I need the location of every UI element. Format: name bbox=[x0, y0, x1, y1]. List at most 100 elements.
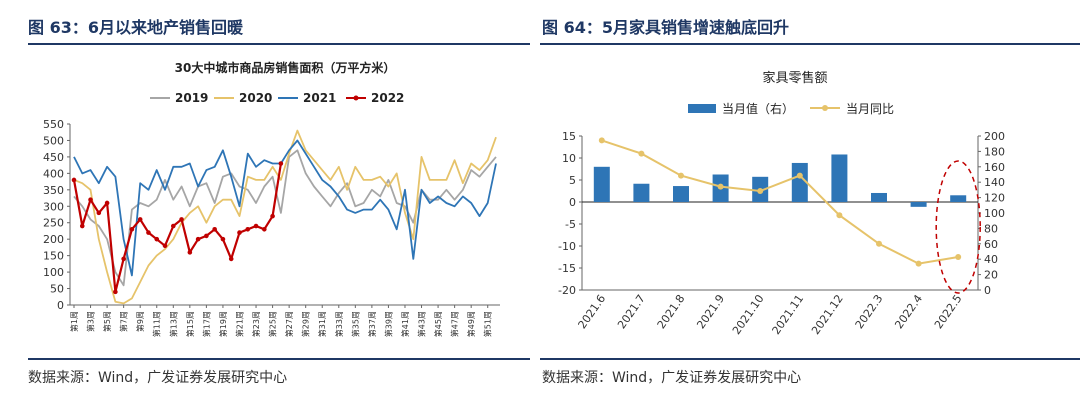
source-rule bbox=[28, 358, 530, 360]
point-2022-week-23 bbox=[253, 223, 259, 229]
left-tick-label: 0 bbox=[569, 196, 576, 209]
legend-marker-2022 bbox=[353, 95, 359, 101]
right-tick-label: 80 bbox=[984, 222, 998, 235]
left-tick-label: -20 bbox=[558, 284, 576, 297]
x-tick-label: 2022.4 bbox=[892, 292, 925, 331]
legend-item-2022: 2022 bbox=[346, 91, 404, 105]
x-tick-label: 2021.8 bbox=[655, 292, 688, 331]
x-tick-label: 第49周 bbox=[466, 311, 476, 337]
legend-item-2020: 2020 bbox=[214, 91, 272, 105]
x-tick-label: 2021.9 bbox=[694, 292, 727, 331]
x-tick-label: 第43周 bbox=[417, 311, 427, 337]
bar-2021.7 bbox=[633, 183, 650, 202]
legend-label-bars: 当月值（右） bbox=[722, 101, 794, 116]
left-tick-label: 15 bbox=[562, 130, 576, 143]
source-rule bbox=[540, 358, 1080, 360]
point-2022-week-4 bbox=[96, 210, 102, 216]
legend-item-line: 当月同比 bbox=[810, 102, 894, 116]
point-yoy-2021.12 bbox=[836, 212, 843, 219]
right-tick-label: 120 bbox=[984, 192, 1005, 205]
point-yoy-2021.7 bbox=[638, 150, 645, 157]
right-tick-label: 140 bbox=[984, 176, 1005, 189]
chart-title: 家具零售额 bbox=[762, 70, 827, 86]
x-tick-label: 2021.6 bbox=[576, 292, 609, 331]
y-tick-label: 150 bbox=[43, 250, 64, 263]
title-rule bbox=[540, 43, 1080, 45]
y-tick-label: 450 bbox=[43, 151, 64, 164]
x-tick-label: 2021.11 bbox=[770, 292, 807, 337]
x-tick-label: 第25周 bbox=[268, 311, 278, 337]
right-tick-label: 160 bbox=[984, 161, 1005, 174]
point-2022-week-25 bbox=[270, 213, 275, 219]
bar-2021.6 bbox=[593, 166, 610, 202]
x-tick-label: 第45周 bbox=[433, 311, 443, 337]
right-tick-label: 200 bbox=[984, 130, 1005, 143]
source-note: 数据来源：Wind，广发证券发展研究中心 bbox=[28, 370, 288, 386]
point-2022-week-5 bbox=[104, 200, 110, 206]
y-tick-label: 250 bbox=[43, 217, 64, 230]
right-tick-label: 60 bbox=[984, 238, 998, 251]
x-tick-label: 2021.12 bbox=[809, 292, 846, 337]
y-tick-label: 300 bbox=[43, 200, 64, 213]
left-tick-label: 5 bbox=[569, 174, 576, 187]
x-tick-label: 第33周 bbox=[334, 311, 344, 337]
point-yoy-2022.5 bbox=[955, 254, 962, 260]
point-2022-week-22 bbox=[245, 227, 251, 232]
x-tick-label: 2022.3 bbox=[853, 292, 886, 331]
point-yoy-2022.4 bbox=[915, 260, 922, 267]
x-tick-label: 第17周 bbox=[201, 311, 211, 337]
point-2022-week-3 bbox=[88, 197, 93, 202]
x-tick-label: 第29周 bbox=[301, 311, 311, 337]
x-tick-label: 第39周 bbox=[383, 311, 393, 337]
point-2022-week-19 bbox=[220, 236, 226, 242]
x-tick-label: 第7周 bbox=[119, 311, 129, 332]
x-tick-label: 第9周 bbox=[135, 311, 145, 332]
left-tick-label: -15 bbox=[558, 262, 576, 275]
chart-title: 30大中城市商品房销售面积（万平方米） bbox=[175, 60, 396, 75]
legend-item-bars: 当月值（右） bbox=[688, 101, 794, 116]
x-tick-label: 第51周 bbox=[483, 311, 493, 337]
point-2022-week-14 bbox=[179, 217, 184, 222]
left-figure-panel: 图 63：6月以来地产销售回暖 30大中城市商品房销售面积（万平方米） 2019 2… bbox=[0, 0, 530, 406]
bar-2022.5 bbox=[950, 195, 967, 202]
x-tick-label: 2021.10 bbox=[730, 292, 767, 337]
point-yoy-2022.3 bbox=[876, 240, 882, 247]
x-tick-label: 2021.7 bbox=[615, 292, 648, 331]
point-2022-week-9 bbox=[137, 217, 143, 222]
legend-marker-line bbox=[822, 105, 828, 111]
x-tick-label: 2022.5 bbox=[932, 292, 965, 331]
x-tick-label: 第13周 bbox=[168, 311, 178, 337]
x-tick-label: 第23周 bbox=[251, 311, 261, 337]
y-tick-label: 550 bbox=[43, 118, 64, 131]
source-note: 数据来源：Wind，广发证券发展研究中心 bbox=[542, 370, 802, 386]
point-2022-week-15 bbox=[187, 250, 193, 255]
point-2022-week-7 bbox=[121, 256, 126, 262]
point-2022-week-18 bbox=[212, 227, 217, 232]
point-2022-week-16 bbox=[195, 236, 201, 242]
x-tick-label: 第15周 bbox=[185, 311, 195, 337]
x-tick-label: 第19周 bbox=[218, 311, 228, 337]
right-tick-label: 40 bbox=[984, 253, 998, 266]
point-2022-week-20 bbox=[228, 256, 234, 262]
point-yoy-2021.11 bbox=[796, 172, 803, 179]
bar-2022.3 bbox=[871, 192, 887, 202]
legend-label-2022: 2022 bbox=[371, 91, 404, 105]
x-tick-label: 第1周 bbox=[69, 311, 79, 332]
legend-label-line: 当月同比 bbox=[846, 102, 894, 116]
point-yoy-2021.8 bbox=[678, 172, 684, 179]
legend-label-2019: 2019 bbox=[175, 91, 208, 105]
bar-2021.8 bbox=[673, 186, 689, 202]
figure-title: 图 64：5月家具销售增速触底回升 bbox=[542, 18, 789, 37]
right-figure-panel: 图 64：5月家具销售增速触底回升 家具零售额 当月值（右） 当月同比 -20 -15 -… bbox=[540, 0, 1080, 406]
point-2022-week-11 bbox=[154, 236, 160, 242]
y-tick-label: 350 bbox=[43, 184, 64, 197]
x-tick-label: 第3周 bbox=[86, 311, 96, 332]
x-tick-label: 第11周 bbox=[152, 311, 162, 337]
point-2022-week-24 bbox=[262, 227, 267, 232]
bar-2022.4 bbox=[910, 202, 927, 207]
legend-label-2020: 2020 bbox=[239, 91, 272, 105]
y-tick-label: 0 bbox=[57, 299, 64, 312]
point-2022-week-21 bbox=[237, 230, 242, 235]
x-tick-label: 第35周 bbox=[350, 311, 360, 337]
series-line-yoy bbox=[601, 139, 959, 265]
